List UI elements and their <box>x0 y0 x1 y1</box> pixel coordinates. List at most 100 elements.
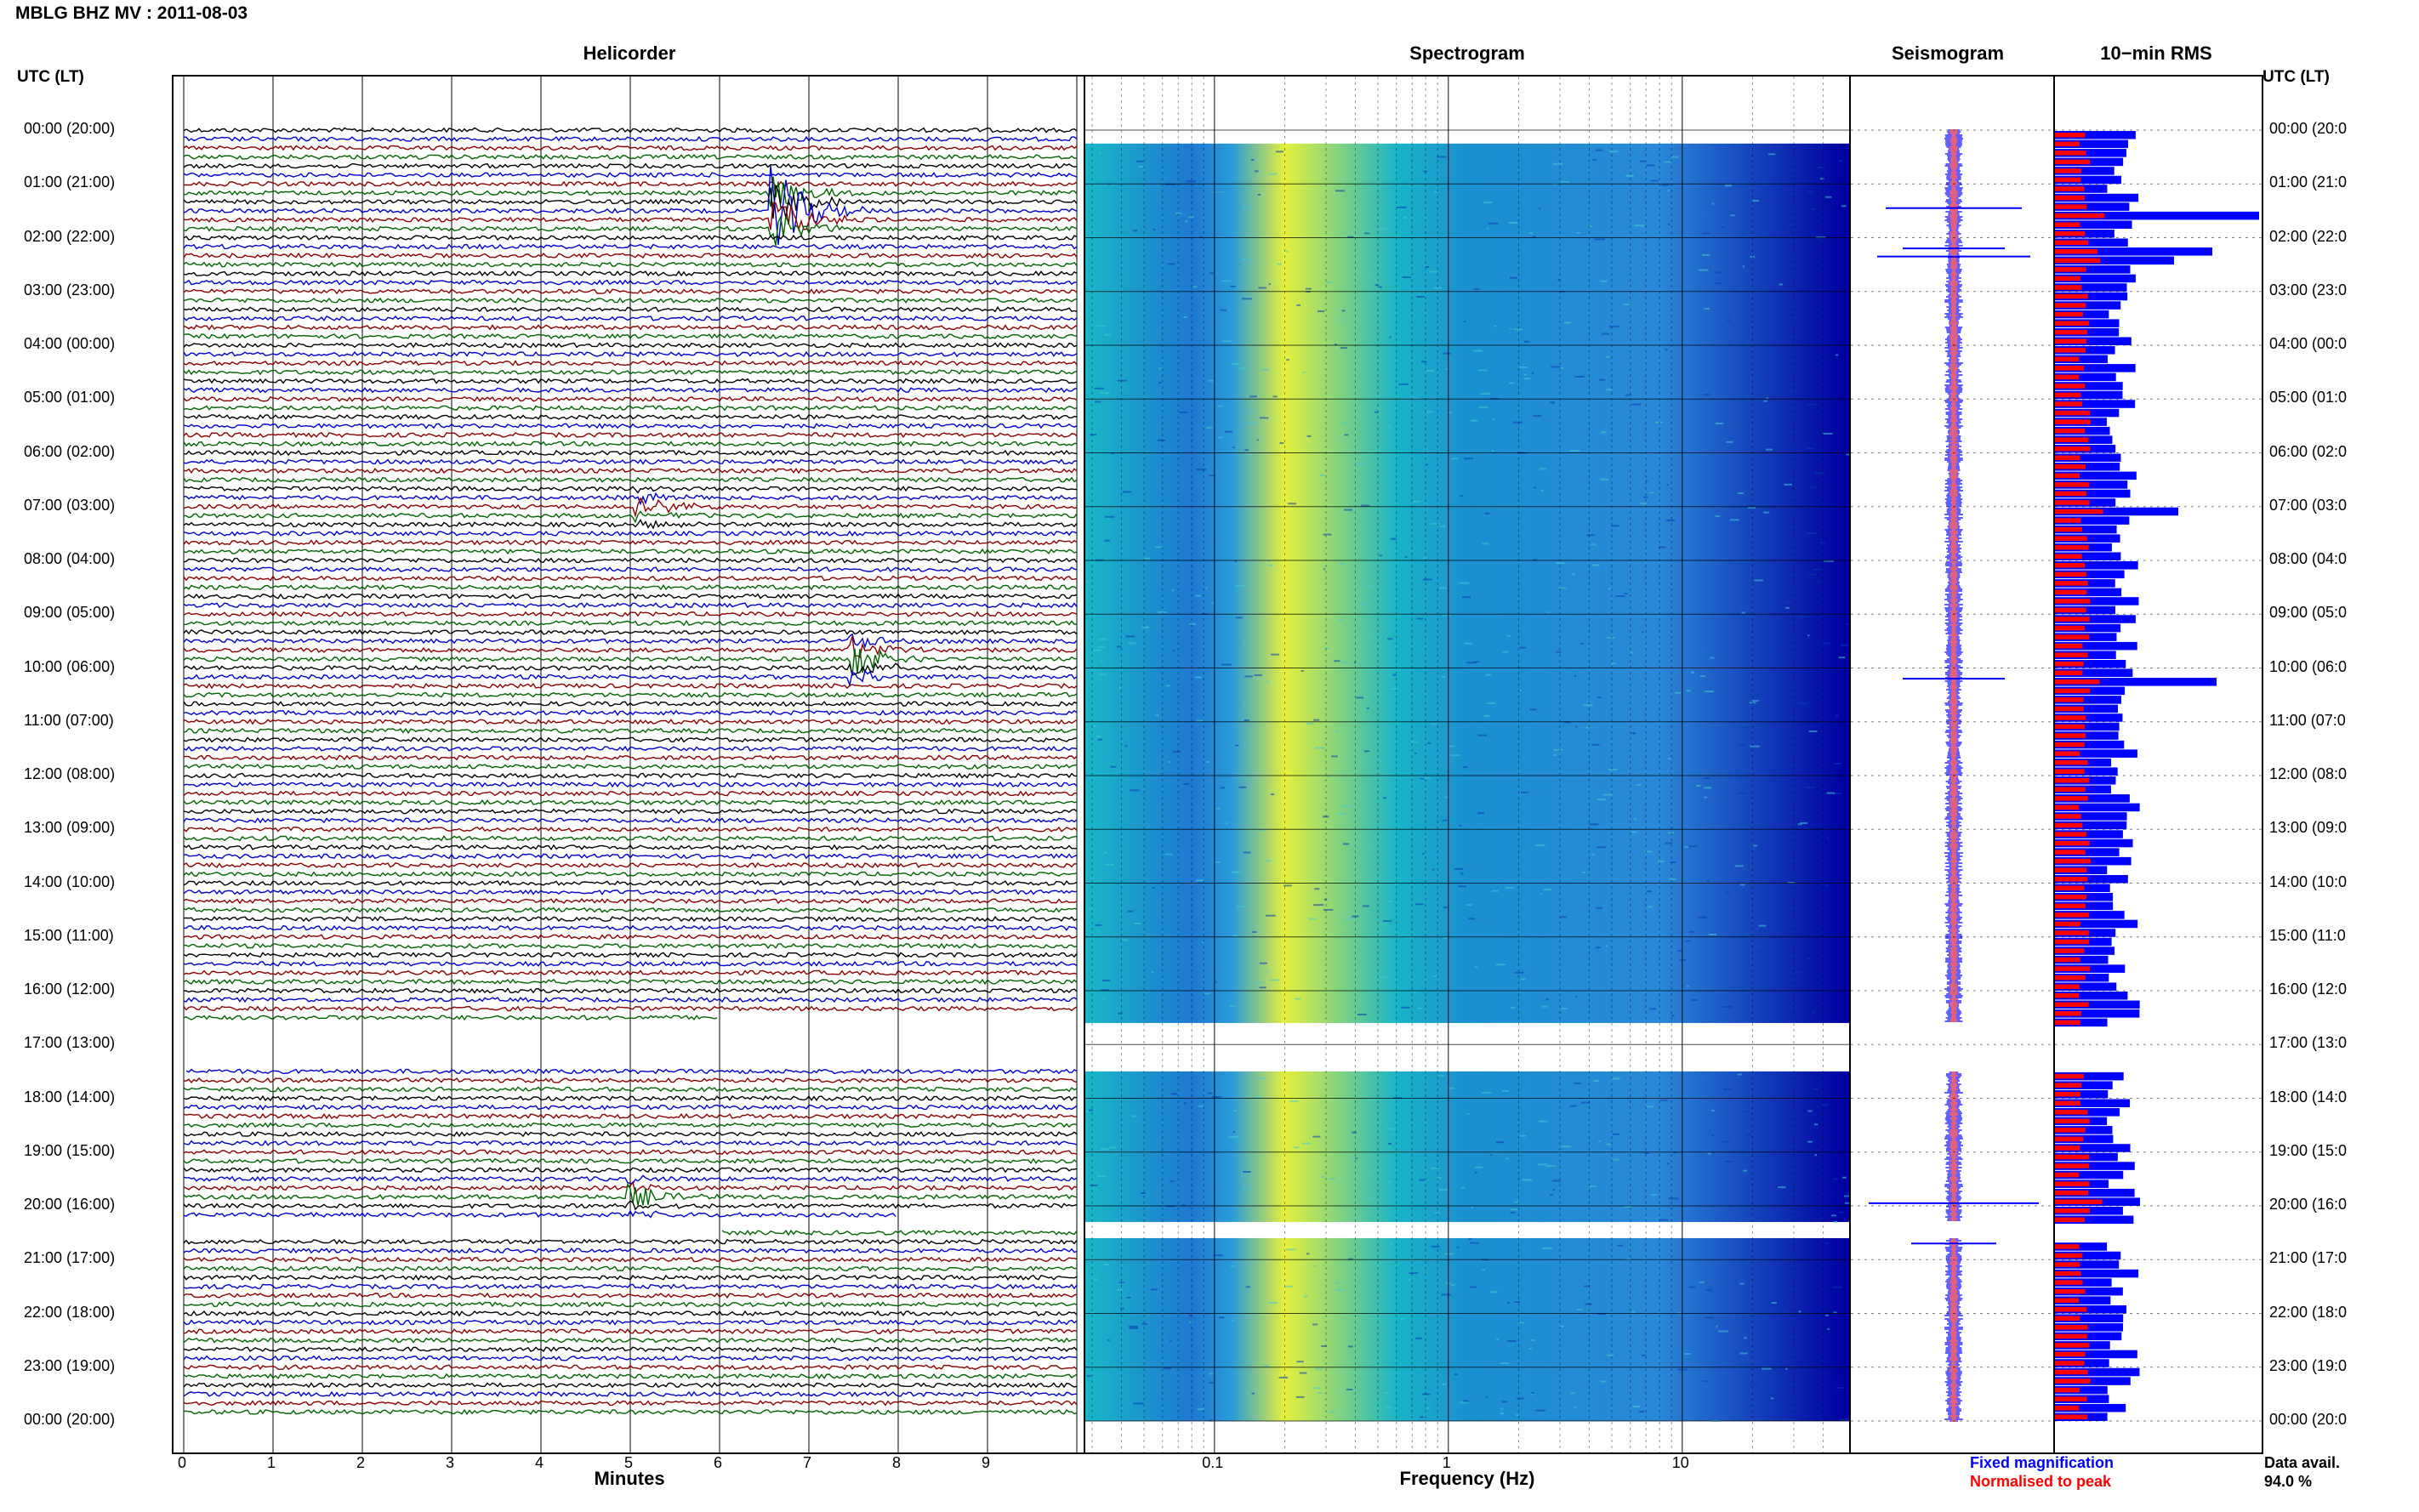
spectrogram-cell <box>1198 1105 1204 1107</box>
rms-bar-fixed <box>2055 1269 2139 1278</box>
spectrogram-cell <box>1552 1188 1556 1191</box>
spectrogram-cell <box>1277 263 1283 265</box>
spectrogram-cell <box>1606 355 1610 358</box>
rms-bar-normalised <box>2055 858 2091 864</box>
rms-bar-fixed <box>2055 1000 2140 1009</box>
spectrogram-cell <box>1608 151 1619 153</box>
spectrogram-cell <box>1434 1212 1441 1214</box>
spectrogram-cell <box>1670 861 1676 864</box>
spectrogram-cell <box>1151 971 1154 974</box>
spectrogram-cell <box>1259 986 1266 989</box>
helicorder-trace <box>183 557 1078 564</box>
spectrogram-cell <box>1813 568 1822 571</box>
spectrogram-cell <box>1612 1133 1620 1135</box>
spectrogram-cell <box>1197 1408 1204 1411</box>
rms-bar-normalised <box>2055 796 2088 801</box>
helicorder-trace <box>183 1180 1078 1195</box>
rms-bar-normalised <box>2055 356 2080 362</box>
spectrogram-cell <box>1556 562 1565 565</box>
helicorder-trace <box>183 1131 1078 1138</box>
spectrogram-cell <box>1133 230 1138 232</box>
spectrogram-cell <box>1665 349 1668 351</box>
spectrogram-cell <box>1470 1242 1479 1244</box>
rms-bar-fixed <box>2055 149 2126 157</box>
helicorder-trace <box>183 1112 1078 1120</box>
spectrogram-cell <box>1756 378 1763 380</box>
spectrogram-cell <box>1704 777 1710 780</box>
spectrogram-cell <box>1464 642 1473 645</box>
spectrogram-cell <box>1244 719 1249 722</box>
spectrogram-cell <box>1167 263 1175 265</box>
helicorder-trace <box>183 1355 1078 1361</box>
helicorder-trace <box>183 1327 1078 1335</box>
spectrogram-cell <box>1100 391 1110 394</box>
spectrogram-cell <box>1529 708 1537 711</box>
spectrogram-cell <box>1284 1285 1293 1287</box>
spectrogram-cell <box>1232 1319 1234 1322</box>
rms-bar-fixed <box>2055 382 2123 390</box>
spectrogram-cell <box>1170 1339 1172 1342</box>
figure-title: MBLG BHZ MV : 2011-08-03 <box>15 3 248 23</box>
hour-label-right: 18:00 (14:0 <box>2269 1088 2348 1106</box>
spectrogram-cell <box>1500 1413 1505 1415</box>
spectrogram-cell <box>1715 422 1724 424</box>
spectrogram-cell <box>1431 723 1437 725</box>
spectrogram-cell <box>1321 1344 1327 1347</box>
spectrogram-cell <box>1594 238 1605 241</box>
spectrogram-cell <box>1111 452 1115 455</box>
rms-bar-normalised <box>2055 428 2086 434</box>
helicorder-trace <box>183 1077 1078 1083</box>
spectrogram-cell <box>1370 848 1376 850</box>
spectrogram-cell <box>1807 190 1813 193</box>
spectrogram-cell <box>1704 787 1712 789</box>
spectrogram-cell <box>1489 1154 1492 1157</box>
helicorder-trace <box>183 162 1078 169</box>
spectrogram-cell <box>1704 307 1710 310</box>
spectrogram-cell <box>1714 282 1722 285</box>
helicorder-trace <box>183 817 1078 824</box>
spectrogram-cell <box>1597 799 1606 801</box>
helicorder-trace <box>183 1265 1078 1272</box>
spectrogram-cell <box>1769 599 1774 601</box>
spectrogram-cell <box>1606 389 1613 391</box>
spectrogram-cell <box>1597 1313 1607 1316</box>
spectrogram-cell <box>1443 907 1448 909</box>
rms-bar-normalised <box>2055 159 2091 165</box>
spectrogram-cell <box>1231 363 1240 366</box>
spectrogram-cell <box>1444 1282 1451 1284</box>
rms-bar-normalised <box>2055 464 2086 469</box>
spectrogram-cell <box>1221 663 1232 666</box>
spectrogram-cell <box>1574 375 1585 378</box>
spectrogram-cell <box>1827 837 1830 839</box>
rms-bar-fixed <box>2055 1009 2140 1018</box>
spectrogram-cell <box>1770 1397 1774 1400</box>
spectrogram-cell <box>1841 205 1847 207</box>
spectrogram-cell <box>1739 1352 1748 1355</box>
spectrogram-cell <box>1118 1012 1123 1015</box>
spectrogram-cell <box>1154 546 1164 549</box>
rms-bar-fixed <box>2055 1323 2124 1332</box>
helicorder-trace <box>183 127 1078 134</box>
spectrogram-cell <box>1335 1282 1340 1284</box>
spectrogram-cell <box>1359 453 1363 456</box>
rms-bar-normalised <box>2055 526 2082 532</box>
rms-bar-normalised <box>2055 885 2085 891</box>
spectrogram-cell <box>1679 958 1687 961</box>
hour-label: 21:00 (17:00) <box>24 1249 116 1267</box>
helicorder-trace <box>183 518 1078 530</box>
hour-label-right: 20:00 (16:0 <box>2269 1196 2348 1213</box>
rms-bar-normalised <box>2055 401 2083 406</box>
spectrogram-cell <box>1183 315 1187 318</box>
rms-bar-fixed <box>2055 812 2127 821</box>
spectrogram-cell <box>1104 1264 1109 1266</box>
spectrogram-cell <box>1745 504 1753 507</box>
spectrogram-cell <box>1086 1375 1091 1378</box>
spectrogram-cell <box>1606 945 1608 947</box>
spectrogram-cell <box>1512 421 1523 423</box>
spectrogram-cell <box>1779 283 1783 286</box>
spectrogram-cell <box>1295 998 1301 1000</box>
spectrogram-cell <box>1392 674 1397 676</box>
helicorder-trace <box>183 539 1078 546</box>
spectrogram-cell <box>1181 1204 1186 1207</box>
spectrogram-cell <box>1232 1131 1236 1134</box>
